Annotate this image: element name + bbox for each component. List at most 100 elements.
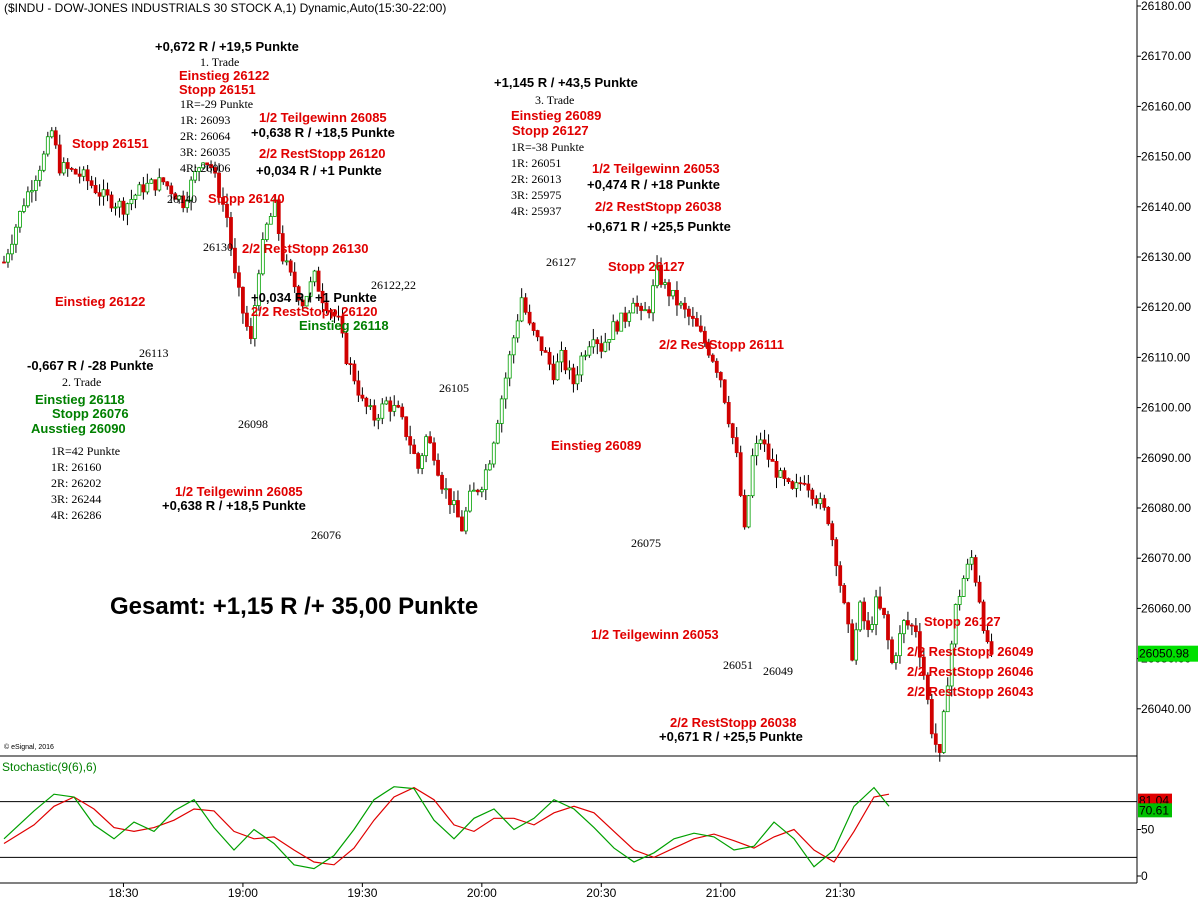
annotation: 1R: 26093 xyxy=(180,113,230,127)
candle-body xyxy=(177,195,182,200)
annotation: Einstieg 26089 xyxy=(511,108,601,123)
candle-body xyxy=(288,260,293,273)
candle-body xyxy=(157,177,162,191)
stochastic-k-badge xyxy=(1138,803,1172,818)
candle-body xyxy=(543,350,548,353)
candle-body xyxy=(217,172,221,198)
candle-body xyxy=(627,312,632,322)
candle-body xyxy=(440,474,444,490)
candle-body xyxy=(551,363,556,381)
time-tick-label: 19:30 xyxy=(347,886,377,900)
annotation: 26051 xyxy=(723,658,753,672)
candle-body xyxy=(45,136,50,155)
candle-body xyxy=(878,596,882,609)
candle-body xyxy=(555,361,560,381)
candle-body xyxy=(161,177,166,183)
candle-body xyxy=(312,270,317,283)
candle-body xyxy=(539,336,544,352)
candle-body xyxy=(364,397,369,407)
candle-body xyxy=(400,406,405,418)
candle-body xyxy=(814,498,819,505)
time-tick-label: 18:30 xyxy=(108,886,138,900)
candle-body xyxy=(523,297,528,313)
candle-body xyxy=(599,343,604,352)
candle-body xyxy=(515,320,520,339)
candle-body xyxy=(137,184,142,196)
candle-body xyxy=(464,510,468,532)
annotation: Stopp 26127 xyxy=(512,123,589,138)
candle-body xyxy=(874,596,878,625)
candle-body xyxy=(248,326,253,339)
candle-body xyxy=(308,281,313,297)
candle-body xyxy=(81,169,86,177)
annotation: +0,671 R / +25,5 Punkte xyxy=(587,219,731,234)
candle-body xyxy=(822,498,827,508)
annotation: +1,145 R / +43,5 Punkte xyxy=(494,75,638,90)
candle-body xyxy=(762,439,767,445)
annotation: 2/2 RestStopp 26120 xyxy=(259,146,385,161)
candle-body xyxy=(758,439,763,444)
candle-body xyxy=(913,625,918,633)
candle-body xyxy=(607,339,612,343)
annotation: 1/2 Teilgewinn 26053 xyxy=(591,627,719,642)
candle-body xyxy=(567,367,572,371)
candle-body xyxy=(886,614,890,641)
candle-body xyxy=(491,442,496,465)
candle-body xyxy=(396,405,401,408)
candle-body xyxy=(830,523,835,541)
candle-body xyxy=(292,271,297,288)
candle-body xyxy=(655,264,659,287)
candle-body xyxy=(917,631,922,658)
candle-body xyxy=(734,437,739,454)
candle-body xyxy=(706,342,711,356)
candle-body xyxy=(786,478,791,483)
candle-body xyxy=(798,482,803,485)
annotation: Einstieg 26118 xyxy=(299,318,389,333)
candle-body xyxy=(766,443,771,460)
candle-body xyxy=(237,272,241,288)
candle-body xyxy=(388,400,393,412)
candle-body xyxy=(404,416,409,437)
candle-body xyxy=(563,349,568,371)
candle-body xyxy=(328,310,333,313)
candle-body xyxy=(41,153,46,171)
candle-body xyxy=(603,341,608,352)
candle-body xyxy=(826,506,831,525)
candle-body xyxy=(213,167,217,174)
candle-body xyxy=(141,184,146,193)
annotation: 2/2 RestStopp 26046 xyxy=(907,664,1033,679)
candle-body xyxy=(854,629,859,661)
candle-body xyxy=(909,624,914,627)
candle-body xyxy=(742,495,747,528)
candle-body xyxy=(619,312,624,332)
candle-body xyxy=(89,180,94,186)
candle-body xyxy=(890,639,894,663)
candle-body xyxy=(499,398,504,424)
candle-body xyxy=(432,442,436,461)
candle-body xyxy=(264,223,269,240)
candle-body xyxy=(894,655,898,663)
candle-body xyxy=(531,322,536,331)
price-tick-label: 26130.00 xyxy=(1141,250,1191,264)
time-tick-label: 20:00 xyxy=(467,886,497,900)
candle-body xyxy=(949,643,954,687)
price-tick-label: 26180.00 xyxy=(1141,0,1191,13)
candle-body xyxy=(810,489,815,500)
candle-body xyxy=(519,297,524,322)
annotation: 26140 xyxy=(167,192,197,206)
price-tick-label: 26160.00 xyxy=(1141,99,1191,113)
candle-body xyxy=(675,289,679,306)
annotation: 3R: 26244 xyxy=(51,492,101,506)
candle-body xyxy=(615,321,620,332)
candle-body xyxy=(683,302,687,310)
candle-body xyxy=(547,351,552,365)
candle-body xyxy=(694,318,699,327)
candle-body xyxy=(272,199,277,217)
price-tick-label: 26080.00 xyxy=(1141,501,1191,515)
candle-body xyxy=(862,601,867,622)
price-tick-label: 26070.00 xyxy=(1141,551,1191,565)
candle-body xyxy=(29,190,34,193)
copyright-label: © eSignal, 2016 xyxy=(4,743,54,751)
annotation: Einstieg 26118 xyxy=(35,392,125,407)
